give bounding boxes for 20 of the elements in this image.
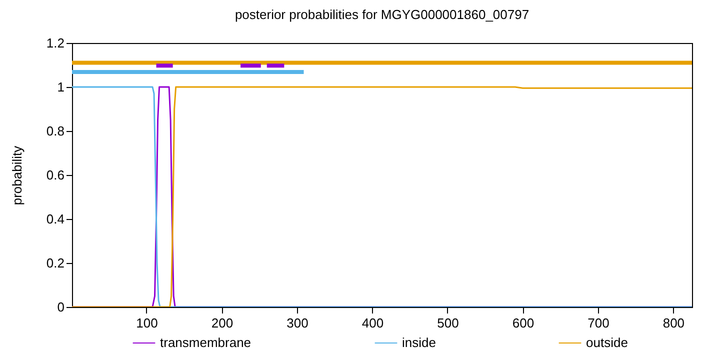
y-tick-label: 0.2 <box>46 256 64 270</box>
x-tick-label: 700 <box>588 316 610 330</box>
x-tick-label: 200 <box>211 316 234 330</box>
y-tick-label: 0.8 <box>46 124 64 138</box>
legend-label: transmembrane <box>160 335 252 350</box>
legend-label: outside <box>586 335 628 350</box>
y-axis-title: probability <box>9 145 24 206</box>
x-tick-label: 800 <box>662 316 685 330</box>
y-tick-label: 0.4 <box>46 212 64 226</box>
x-tick-label: 500 <box>437 316 459 330</box>
y-tick-label: 1.2 <box>46 36 64 50</box>
chart-title: posterior probabilities for MGYG000001860_00797 <box>234 7 530 22</box>
x-tick-label: 300 <box>286 316 308 330</box>
legend-label: inside <box>402 335 436 350</box>
x-tick-label: 100 <box>136 316 158 330</box>
y-tick-label: 0.6 <box>46 168 64 182</box>
x-tick-label: 600 <box>512 316 534 330</box>
x-tick-label: 400 <box>362 316 384 330</box>
y-tick-label: 1 <box>57 80 64 94</box>
y-tick-label: 0 <box>57 300 64 314</box>
